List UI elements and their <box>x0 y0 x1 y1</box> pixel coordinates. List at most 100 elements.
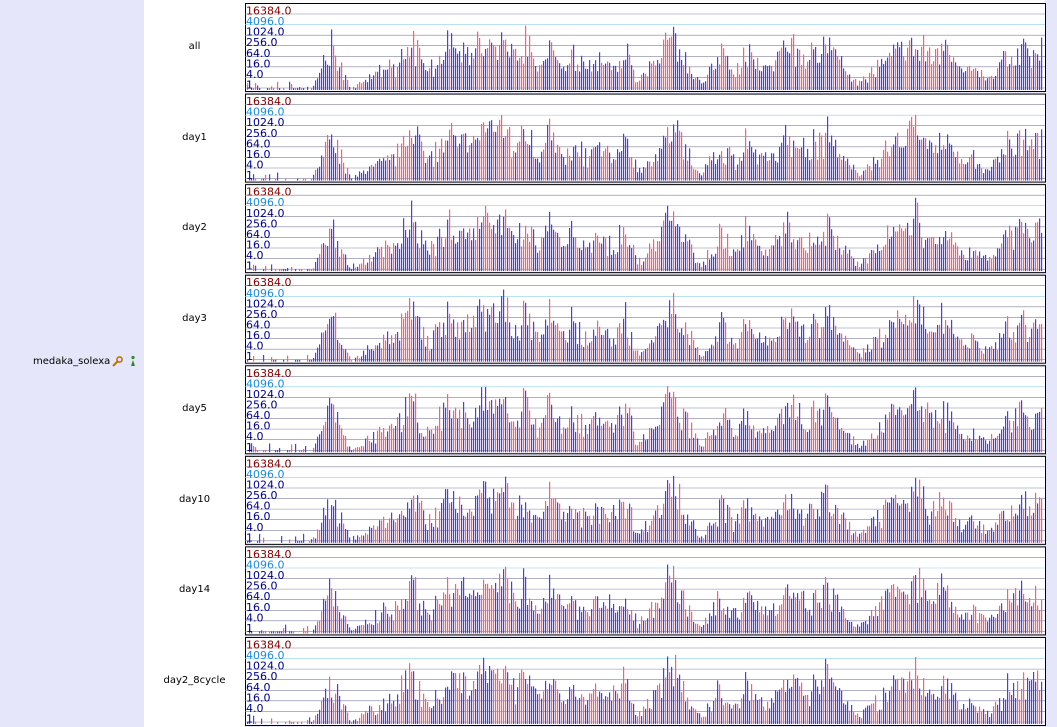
bar-reverse <box>1027 150 1029 181</box>
bar-reverse <box>651 339 653 362</box>
bar-forward <box>265 265 267 272</box>
bar-reverse <box>799 336 801 362</box>
bar-forward <box>639 80 641 90</box>
bar-reverse <box>489 497 491 543</box>
bar-forward <box>299 269 301 272</box>
bar-reverse <box>899 318 901 362</box>
bar-reverse <box>753 602 755 634</box>
bar-reverse <box>325 600 327 634</box>
bar-reverse <box>559 63 561 90</box>
bar-reverse <box>435 68 437 90</box>
bar-reverse <box>385 69 387 90</box>
bar-forward <box>383 428 385 453</box>
bar-forward <box>583 696 585 724</box>
bar-reverse <box>745 508 747 543</box>
bar-forward <box>881 528 883 543</box>
bar-reverse <box>573 321 575 362</box>
bar-forward <box>473 315 475 362</box>
bar-forward <box>573 600 575 634</box>
bar-forward <box>781 604 783 634</box>
bar-reverse <box>301 540 303 543</box>
bar-reverse <box>779 236 781 272</box>
bar-reverse <box>739 423 741 453</box>
bar-reverse <box>921 324 923 362</box>
bar-forward <box>435 425 437 453</box>
info-icon[interactable] <box>130 355 136 367</box>
bar-forward <box>845 518 847 543</box>
bar-reverse <box>915 387 917 453</box>
bar-forward <box>531 52 533 90</box>
bar-reverse <box>441 337 443 362</box>
bar-reverse <box>975 340 977 362</box>
bar-forward <box>789 136 791 181</box>
bar-reverse <box>509 57 511 90</box>
bar-reverse <box>603 236 605 272</box>
bar-forward <box>571 49 573 90</box>
bar-forward <box>263 537 265 543</box>
track-name[interactable]: medaka_solexa <box>33 355 136 367</box>
bar-forward <box>385 240 387 272</box>
bar-forward <box>621 502 623 543</box>
bar-reverse <box>663 402 665 453</box>
bar-forward <box>429 707 431 724</box>
bar-forward <box>783 502 785 543</box>
bar-forward <box>593 415 595 453</box>
bar-reverse <box>501 32 503 90</box>
bar-forward <box>905 594 907 634</box>
bar-reverse <box>787 211 789 272</box>
track-name-label[interactable]: medaka_solexa <box>33 355 111 367</box>
bar-reverse <box>747 680 749 724</box>
bar-forward <box>793 34 795 90</box>
bar-reverse <box>523 517 525 543</box>
bar-reverse <box>763 342 765 362</box>
bar-reverse <box>917 135 919 181</box>
bar-forward <box>591 341 593 362</box>
bar-reverse <box>831 50 833 90</box>
bar-forward <box>455 584 457 634</box>
bar-reverse <box>557 418 559 453</box>
bar-reverse <box>423 436 425 453</box>
bar-forward <box>401 313 403 362</box>
bar-forward <box>605 514 607 543</box>
bar-forward <box>591 252 593 272</box>
bar-reverse <box>1015 698 1017 724</box>
bar-forward <box>747 241 749 272</box>
bar-forward <box>717 246 719 272</box>
bar-forward <box>881 158 883 181</box>
bar-reverse <box>871 249 873 272</box>
bar-reverse <box>967 162 969 181</box>
bar-forward <box>737 436 739 453</box>
bar-forward <box>1011 56 1013 90</box>
bar-forward <box>503 399 505 453</box>
bar-reverse <box>667 479 669 543</box>
y-tick-label: 16.0 <box>246 329 271 342</box>
wrench-icon[interactable] <box>112 355 128 367</box>
bar-forward <box>963 345 965 362</box>
bar-reverse <box>491 42 493 90</box>
bar-reverse <box>535 158 537 181</box>
bar-forward <box>555 325 557 362</box>
bar-reverse <box>571 160 573 181</box>
bar-forward <box>379 248 381 272</box>
bar-reverse <box>995 437 997 453</box>
bar-reverse <box>733 531 735 543</box>
bar-reverse <box>863 440 865 453</box>
bar-forward <box>551 42 553 90</box>
bar-forward <box>617 693 619 724</box>
bar-forward <box>775 60 777 90</box>
bar-reverse <box>983 255 985 272</box>
bar-reverse <box>467 597 469 634</box>
bar-reverse <box>247 540 249 543</box>
bar-forward <box>697 170 699 181</box>
bar-reverse <box>563 66 565 90</box>
bar-forward <box>1011 339 1013 362</box>
bar-forward <box>867 263 869 272</box>
bar-reverse <box>1015 513 1017 543</box>
bar-forward <box>389 616 391 634</box>
bar-forward <box>707 250 709 272</box>
bar-reverse <box>805 608 807 634</box>
bar-forward <box>339 256 341 272</box>
bar-reverse <box>701 83 703 90</box>
coverage-tracks: 16384.04096.01024.0256.064.016.04.011638… <box>245 3 1046 726</box>
bar-forward <box>583 166 585 181</box>
